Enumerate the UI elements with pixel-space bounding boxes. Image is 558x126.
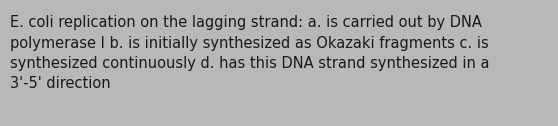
Text: E. coli replication on the lagging strand: a. is carried out by DNA
polymerase I: E. coli replication on the lagging stran… [10, 15, 489, 91]
